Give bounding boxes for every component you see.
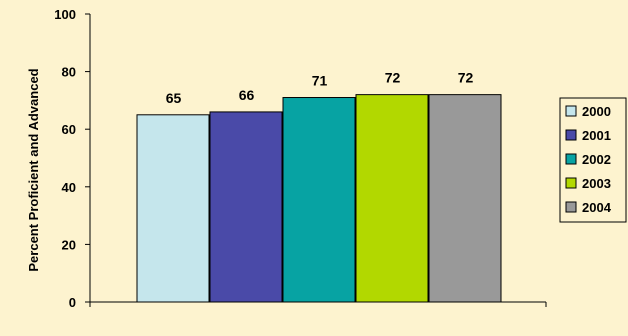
bar-2004	[428, 94, 502, 303]
y-tick-labels: 0 20 40 60 80 100	[54, 7, 90, 310]
y-tick-label: 80	[62, 65, 76, 80]
y-tick-label: 20	[62, 237, 76, 252]
data-label-2002: 71	[312, 73, 328, 89]
legend-label-2003: 2003	[582, 176, 611, 191]
legend-swatch-2003	[565, 177, 577, 189]
data-label-2003: 72	[385, 70, 401, 86]
legend-label-2002: 2002	[582, 152, 611, 167]
legend-swatch-2001	[565, 129, 577, 141]
bar-2000	[136, 114, 210, 303]
bars	[136, 94, 502, 303]
y-tick-label: 0	[69, 295, 76, 310]
legend-label-2000: 2000	[582, 104, 611, 119]
data-label-2001: 66	[239, 87, 255, 103]
data-label-2004: 72	[458, 70, 474, 86]
legend-swatch-2000	[565, 105, 577, 117]
legend-label-2004: 2004	[582, 200, 612, 215]
bar-2002	[282, 97, 356, 303]
legend-swatch-2004	[565, 201, 577, 213]
y-tick-label: 60	[62, 122, 76, 137]
data-label-2000: 65	[166, 90, 182, 106]
legend: 2000 2001 2002 2003 2004	[559, 97, 627, 223]
y-tick-label: 100	[54, 7, 76, 22]
bar-2003	[355, 94, 429, 303]
legend-label-2001: 2001	[582, 128, 611, 143]
data-labels: 65 66 71 72 72	[166, 70, 474, 106]
legend-swatch-2002	[565, 153, 577, 165]
y-tick-label: 40	[62, 180, 76, 195]
y-axis-title: Percent Proficient and Advanced	[26, 68, 41, 271]
bar-2001	[209, 111, 283, 303]
